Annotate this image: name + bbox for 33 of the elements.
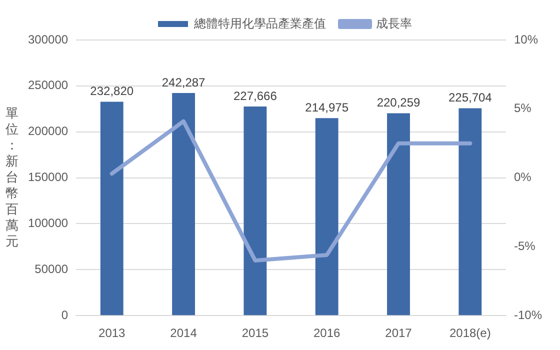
legend-label: 成長率 (376, 16, 412, 30)
data-label: 220,259 (376, 96, 421, 110)
legend-label: 總體特用化學品產業產值 (193, 16, 326, 30)
bar (244, 106, 267, 316)
y-tick-label: 150000 (28, 170, 68, 184)
y2-tick-label: 10% (514, 32, 538, 46)
data-label: 214,975 (305, 100, 349, 114)
data-label: 227,666 (233, 88, 278, 103)
bar (458, 108, 482, 316)
y2-tick-label: 0% (514, 170, 532, 184)
text: 單位：新台幣百萬元 (6, 105, 18, 248)
data-label: 225,704 (448, 90, 492, 105)
data-label: 242,287 (162, 75, 206, 90)
data-label: 232,820 (90, 84, 134, 98)
y-tick-label: 250000 (28, 78, 68, 92)
bar (387, 113, 410, 316)
y-tick-label: 200000 (28, 124, 68, 138)
x-tick-label: 2014 (170, 326, 198, 340)
x-tick-label: 2017 (385, 326, 412, 340)
y-tick-label: 50000 (34, 262, 68, 276)
y2-tick-label: -5% (514, 239, 536, 254)
x-tick-label: 2015 (242, 326, 269, 340)
bar (172, 93, 195, 316)
y2-tick-label: -10% (514, 308, 542, 322)
bar (315, 118, 338, 316)
y2-tick-label: 5% (514, 101, 532, 116)
x-tick-label: 2016 (313, 326, 341, 340)
x-tick-label: 2013 (98, 326, 126, 340)
y-tick-label: 300000 (28, 32, 68, 46)
y-tick-label: 0 (61, 308, 68, 322)
y-tick-label: 100000 (28, 216, 68, 230)
x-tick-label: 2018(e) (449, 326, 491, 340)
bar (100, 102, 124, 316)
